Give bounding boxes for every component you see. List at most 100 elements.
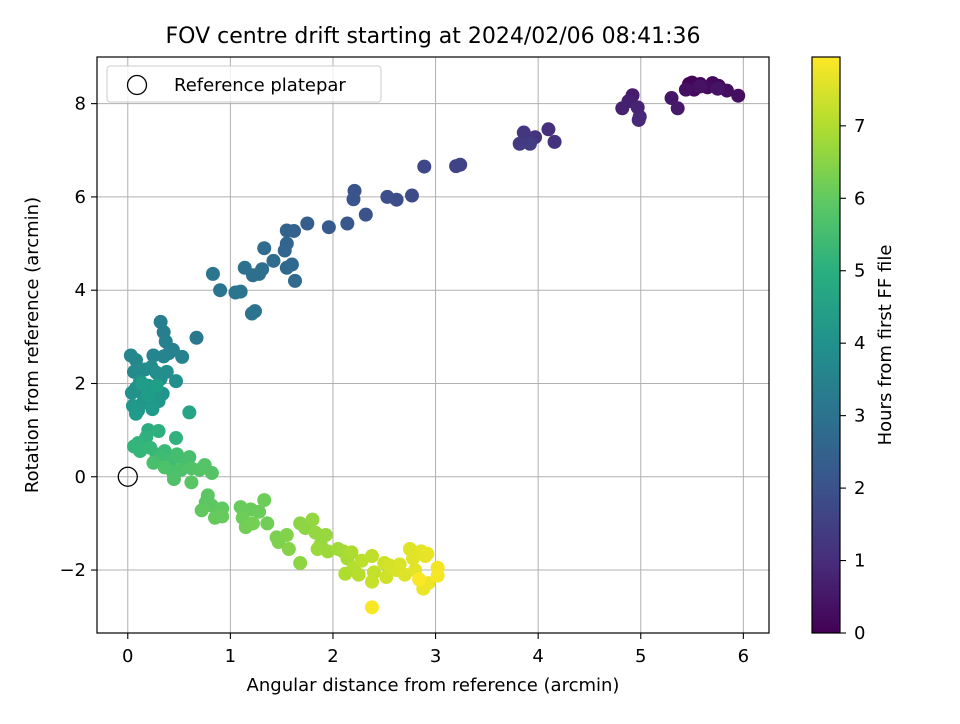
scatter-point	[547, 134, 562, 149]
colorbar-tick-label: 2	[854, 478, 865, 499]
scatter-point	[281, 542, 296, 557]
scatter-point	[404, 188, 419, 203]
scatter-point	[260, 516, 275, 531]
scatter-point	[189, 330, 204, 345]
scatter-point	[512, 136, 527, 151]
y-tick-label: 4	[75, 280, 86, 301]
scatter-point	[340, 216, 355, 231]
scatter-point	[184, 475, 199, 490]
scatter-point	[288, 273, 303, 288]
reference-platepar-marker	[117, 466, 138, 487]
scatter-point	[141, 388, 156, 403]
scatter-point	[364, 549, 379, 564]
scatter-point	[664, 91, 679, 106]
scatter-point	[182, 405, 197, 420]
scatter-point	[245, 516, 260, 531]
scatter-points	[123, 75, 746, 615]
scatter-point	[244, 306, 259, 321]
scatter-point	[266, 253, 281, 268]
scatter-point	[300, 216, 315, 231]
scatter-point	[364, 574, 379, 589]
colorbar-label: Hours from first FF file	[875, 245, 896, 446]
scatter-point	[124, 385, 139, 400]
chart-title: FOV centre drift starting at 2024/02/06 …	[166, 24, 701, 49]
scatter-point	[293, 556, 308, 571]
scatter-point	[146, 455, 161, 470]
scatter-point	[205, 266, 220, 281]
scatter-point	[237, 260, 252, 275]
scatter-point	[417, 159, 432, 174]
scatter-point	[615, 101, 630, 116]
grid	[97, 57, 769, 633]
scatter-point	[279, 223, 294, 238]
colorbar-tick-label: 3	[854, 406, 865, 427]
scatter-point	[449, 159, 464, 174]
scatter-point	[670, 101, 685, 116]
scatter-point	[351, 567, 366, 582]
colorbar-tick-label: 4	[854, 333, 865, 354]
scatter-point	[379, 570, 394, 585]
scatter-point	[166, 472, 181, 487]
scatter-point	[305, 512, 320, 527]
legend-marker-open-circle	[126, 74, 148, 96]
y-tick-label: 6	[75, 187, 86, 208]
colorbar-tick-label: 0	[854, 623, 865, 644]
scatter-point	[257, 241, 272, 256]
scatter-point	[358, 207, 373, 222]
x-tick-label: 6	[738, 646, 749, 667]
scatter-point	[318, 528, 333, 543]
scatter-point	[710, 81, 725, 96]
scatter-point	[678, 82, 693, 97]
x-tick-label: 1	[225, 646, 236, 667]
legend-box	[106, 65, 382, 103]
scatter-point	[279, 260, 294, 275]
scatter-point	[693, 79, 708, 94]
scatter-point	[344, 545, 359, 560]
scatter-point	[175, 349, 190, 364]
scatter-point	[151, 424, 166, 439]
scatter-point	[731, 88, 746, 103]
scatter-point	[128, 406, 143, 421]
colorbar-gradient	[811, 56, 841, 634]
scatter-point	[631, 112, 646, 127]
y-axis-ticks: −2 0 2 4 6 8	[59, 94, 97, 581]
scatter-point	[364, 600, 379, 615]
scatter-point	[215, 509, 230, 524]
scatter-point	[194, 503, 209, 518]
x-tick-label: 4	[532, 646, 543, 667]
y-tick-label: 8	[75, 94, 86, 115]
colorbar-tick-label: 6	[854, 188, 865, 209]
scatter-point	[321, 220, 336, 235]
y-axis-label: Rotation from reference (arcmin)	[22, 197, 43, 493]
x-tick-label: 5	[635, 646, 646, 667]
scatter-point	[279, 528, 294, 543]
x-tick-label: 0	[122, 646, 133, 667]
scatter-point	[346, 192, 361, 207]
scatter-point	[157, 460, 172, 475]
y-tick-label: −2	[59, 560, 86, 581]
scatter-point	[145, 402, 160, 417]
x-tick-label: 2	[327, 646, 338, 667]
scatter-point	[228, 285, 243, 300]
scatter-point	[420, 546, 435, 561]
y-tick-label: 0	[75, 467, 86, 488]
x-axis-label: Angular distance from reference (arcmin)	[247, 675, 620, 696]
colorbar-tick-label: 5	[854, 261, 865, 282]
scatter-point	[430, 568, 445, 583]
colorbar-tick-label: 1	[854, 551, 865, 572]
scatter-point	[204, 466, 219, 481]
colorbar: 0 1 2 3 4 5 6 7 Hours from first FF file	[811, 56, 896, 644]
scatter-point	[522, 136, 537, 151]
scatter-point	[156, 349, 171, 364]
x-tick-label: 3	[430, 646, 441, 667]
scatter-point	[182, 450, 197, 465]
scatter-point	[412, 572, 427, 587]
scatter-point	[135, 376, 150, 391]
colorbar-ticks: 0 1 2 3 4 5 6 7	[840, 116, 865, 644]
scatter-point	[257, 493, 272, 508]
plot-frame	[96, 56, 770, 634]
scatter-point	[252, 504, 267, 519]
legend-label: Reference platepar	[174, 75, 346, 96]
